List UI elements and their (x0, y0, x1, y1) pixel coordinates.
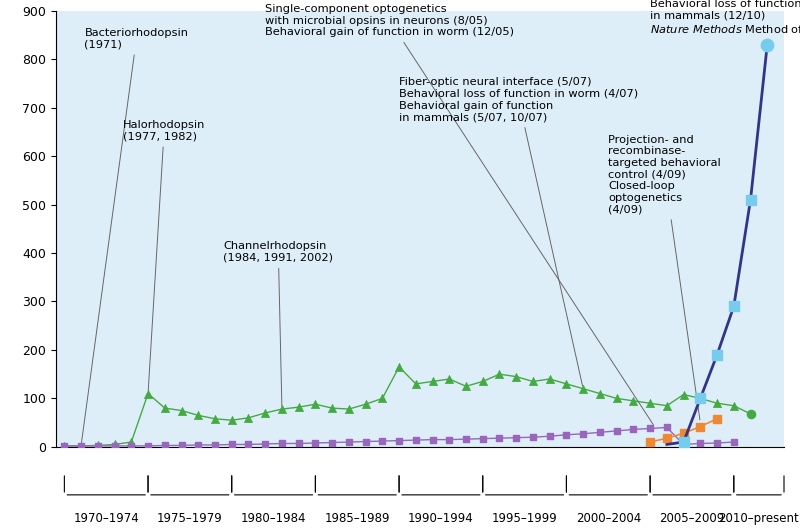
Point (476, 377, 489, 386)
Point (710, 399, 723, 408)
Point (443, 435, 456, 444)
Point (142, 442, 154, 450)
Point (727, 402, 740, 410)
Point (326, 438, 338, 447)
Point (744, 410, 757, 418)
Point (493, 434, 506, 443)
Point (376, 437, 389, 445)
Text: 2000–2004: 2000–2004 (576, 512, 641, 525)
Point (326, 404, 338, 412)
Point (275, 405, 288, 413)
Point (292, 403, 305, 411)
Text: Channelrhodopsin
(1984, 1991, 2002): Channelrhodopsin (1984, 1991, 2002) (223, 241, 334, 406)
Point (175, 406, 188, 415)
Text: 2005–2009: 2005–2009 (659, 512, 725, 525)
Point (761, 40, 774, 49)
Text: Projection- and
recombinase-
targeted behavioral
control (4/09)
Closed-loop
opto: Projection- and recombinase- targeted be… (608, 135, 721, 420)
Point (526, 433, 539, 442)
Point (410, 380, 422, 388)
Point (376, 394, 389, 403)
Text: Single-component optogenetics
with microbial opsins in neurons (8/05)
Behavioral: Single-component optogenetics with micro… (265, 4, 654, 425)
Point (710, 439, 723, 447)
Text: 1995–1999: 1995–1999 (492, 512, 558, 525)
Point (74, 442, 87, 450)
Point (710, 351, 723, 359)
Point (125, 438, 138, 446)
Point (158, 404, 171, 412)
Point (610, 427, 623, 435)
Point (192, 440, 205, 449)
Point (510, 434, 522, 442)
Point (661, 434, 674, 443)
Point (460, 435, 473, 443)
Point (359, 437, 372, 446)
Point (560, 380, 573, 388)
Point (226, 416, 238, 425)
Point (644, 399, 657, 408)
Point (192, 411, 205, 420)
Text: 1980–1984: 1980–1984 (241, 512, 306, 525)
Point (359, 400, 372, 409)
Point (393, 363, 406, 371)
Text: 1985–1989: 1985–1989 (325, 512, 390, 525)
Point (577, 429, 590, 438)
Point (610, 394, 623, 403)
Text: 2010–present: 2010–present (718, 512, 799, 525)
Point (125, 442, 138, 450)
Point (258, 409, 271, 417)
Text: 1975–1979: 1975–1979 (157, 512, 222, 525)
Point (410, 436, 422, 444)
Point (108, 440, 121, 448)
Point (209, 440, 222, 449)
Point (393, 436, 406, 445)
Point (292, 439, 305, 448)
Text: 1970–1974: 1970–1974 (74, 512, 139, 525)
Point (309, 400, 322, 409)
Text: 1990–1994: 1990–1994 (408, 512, 474, 525)
Point (526, 377, 539, 386)
Point (443, 375, 456, 383)
Point (694, 422, 706, 431)
Point (677, 429, 690, 437)
Point (727, 438, 740, 446)
Point (58, 442, 70, 450)
Point (577, 385, 590, 393)
Point (644, 424, 657, 433)
Point (594, 389, 606, 398)
Point (694, 394, 706, 403)
Point (677, 390, 690, 399)
Point (242, 413, 255, 422)
Point (661, 402, 674, 410)
Text: Fiber-optic neural interface (5/07)
Behavioral loss of function in worm (4/07)
B: Fiber-optic neural interface (5/07) Beha… (399, 77, 638, 386)
Point (694, 394, 706, 403)
Point (426, 377, 439, 386)
Point (727, 302, 740, 311)
Text: Halorhodopsin
(1977, 1982): Halorhodopsin (1977, 1982) (123, 120, 206, 391)
Point (226, 440, 238, 448)
Point (460, 382, 473, 390)
Point (594, 428, 606, 437)
Point (242, 440, 255, 448)
Point (209, 414, 222, 423)
Point (677, 438, 690, 446)
Point (258, 440, 271, 448)
Point (158, 441, 171, 450)
Point (543, 432, 556, 440)
Point (108, 442, 121, 450)
Point (476, 435, 489, 443)
Text: Bacteriorhodopsin
(1971): Bacteriorhodopsin (1971) (82, 28, 189, 443)
Point (342, 405, 355, 413)
Point (142, 389, 154, 398)
Point (342, 438, 355, 446)
Text: Behavioral loss of function
in mammals (12/10)
$\it{Nature\ Methods}$ Method of : Behavioral loss of function in mammals (… (650, 0, 800, 42)
Point (175, 441, 188, 450)
Point (510, 372, 522, 381)
Point (661, 423, 674, 432)
Point (493, 370, 506, 378)
Point (694, 439, 706, 448)
Point (74, 442, 87, 450)
Point (627, 425, 640, 434)
Point (91, 442, 104, 450)
Point (91, 441, 104, 450)
Point (543, 375, 556, 383)
